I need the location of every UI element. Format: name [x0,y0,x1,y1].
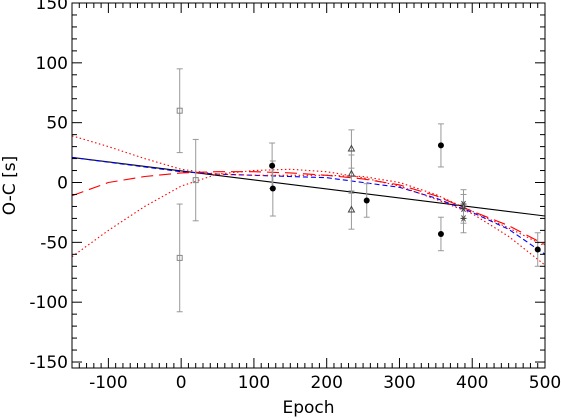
fit-curve-dotted [72,168,545,266]
x-tick-label: -100 [89,373,128,393]
plot-frame [71,2,546,369]
data-point-circle [269,162,276,169]
data-point-circle [269,185,276,192]
y-tick-label: -150 [29,353,68,373]
y-tick-label: 150 [36,0,68,14]
fit-curve-dashed [72,156,545,255]
data-point-circle [437,230,444,237]
data-point-triangle [347,205,356,213]
data-point-circle [534,246,541,253]
fit-curve-solid [72,156,545,217]
asterisk-stroke [461,205,466,213]
data-point-triangle [347,169,356,177]
data-point-square [192,177,199,184]
data-point-circle [437,142,444,149]
axis-ticks [71,2,546,368]
x-tick-labels: -100 0 100 200 300 400 500 [89,373,561,393]
data-point-square [176,254,183,261]
data-point-asterisk [460,215,467,222]
data-point-circle [363,197,370,204]
x-tick-label: 200 [310,373,342,393]
x-tick-label: 400 [456,373,488,393]
x-tick-label: 500 [529,373,561,393]
asterisk-stroke [461,215,466,222]
x-tick-label: 100 [238,373,270,393]
data-point-square [176,107,183,114]
error-bars [176,68,541,313]
y-tick-labels: -150 -100 -50 0 50 100 150 [29,0,68,373]
fit-curve-dotted [72,135,545,247]
x-tick-label: 300 [383,373,415,393]
x-tick-label: 0 [176,373,187,393]
y-tick-label: 100 [36,54,68,74]
y-tick-label: 0 [57,174,68,194]
y-tick-label: -100 [29,293,68,313]
data-point-asterisk [460,205,467,213]
x-axis-label: Epoch [282,398,334,418]
data-markers [176,107,541,261]
y-tick-label: 50 [46,114,68,134]
data-point-triangle [347,144,356,152]
y-axis-label: O-C [s] [0,156,20,215]
fit-curve-long-dash [72,171,545,246]
fit-curves [72,135,545,266]
y-tick-label: -50 [40,233,68,253]
